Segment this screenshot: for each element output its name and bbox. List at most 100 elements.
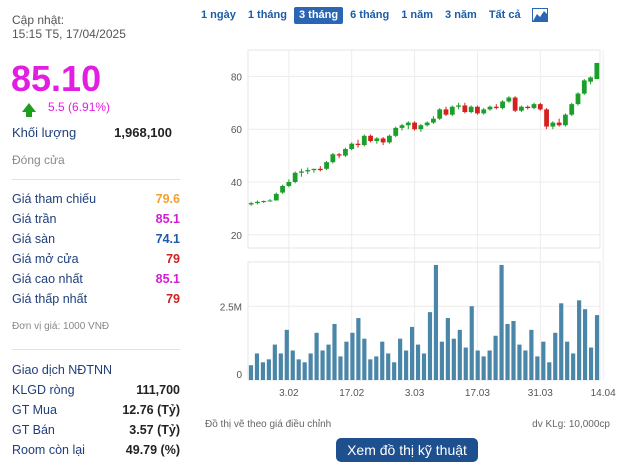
volume-bar [421, 353, 427, 380]
volume-bar [529, 329, 534, 380]
candle-body [581, 80, 587, 94]
volume-bar [409, 326, 415, 380]
change-value: 5.5 (6.91%) [48, 100, 111, 114]
candle-body [267, 200, 273, 202]
price-row: Giá sàn 74.1 [12, 229, 180, 249]
candle-body [418, 125, 424, 130]
candle-body [248, 203, 254, 205]
volume-bar [427, 312, 433, 380]
candle-body [299, 171, 304, 173]
volume-tick-label: 2.5M [220, 302, 242, 313]
candle-body [481, 109, 487, 114]
quote-panel: Cập nhật: 15:15 T5, 17/04/2025 85.10 5.5… [0, 0, 190, 474]
candle-body [544, 109, 549, 127]
x-tick-label: 3.02 [279, 388, 299, 399]
candle-body [349, 143, 355, 149]
tab-3-months[interactable]: 3 tháng [293, 6, 344, 24]
x-tick-label: 17.03 [465, 388, 490, 399]
volume-label: Khối lượng [12, 125, 77, 140]
candle-body [531, 104, 537, 109]
session-status: Đóng cửa [12, 153, 65, 167]
unit-note: Đơn vị giá: 1000 VNĐ [12, 321, 110, 332]
volume-bar [380, 341, 385, 380]
x-tick-label: 31.03 [528, 388, 553, 399]
tab-1-month[interactable]: 1 tháng [247, 8, 287, 21]
volume-bar [350, 332, 355, 380]
foreign-value: 3.57 (Tỷ) [129, 423, 180, 437]
foreign-trading: Giao dịch NĐTNN KLGD ròng 111,700 GT Mua 1… [12, 360, 180, 460]
price-chart: 20 40 60 80 2.5M 0 3.02 17.02 3.03 17.03 31.03 14.0… [220, 49, 616, 399]
volume-bar [404, 350, 409, 380]
volume-bar [547, 362, 552, 380]
update-info: Cập nhật: 15:15 T5, 17/04/2025 [12, 13, 126, 41]
candle-body [305, 170, 311, 172]
volume-bar [278, 353, 283, 380]
candle-body [462, 105, 468, 113]
volume-bar [493, 335, 498, 380]
volume-bar [433, 264, 439, 380]
volume-bar [254, 353, 260, 380]
price-row: Giá mở cửa 79 [12, 249, 180, 269]
price-change: 5.5 (6.91%) [22, 100, 111, 117]
volume-bar [451, 338, 456, 380]
price-row-value: 85.1 [155, 272, 180, 286]
price-row-label: Giá sàn [12, 232, 56, 246]
tab-6-months[interactable]: 6 tháng [350, 8, 390, 21]
y-tick-label: 60 [231, 125, 243, 136]
y-tick-label: 40 [231, 178, 243, 189]
candle-body [449, 106, 455, 115]
area-chart-icon[interactable] [531, 8, 548, 22]
tab-3-years[interactable]: 3 năm [445, 8, 477, 21]
candle-body [399, 125, 405, 128]
technical-chart-button[interactable]: Xem đồ thị kỹ thuật [336, 438, 478, 462]
volume-bar [266, 359, 271, 380]
foreign-row: GT Bán 3.57 (Tỷ) [12, 420, 180, 440]
range-tabs: 1 ngày 1 tháng 3 tháng 6 tháng 1 năm 3 n… [196, 6, 548, 24]
volume-bar [535, 356, 540, 380]
volume-bar [487, 350, 492, 380]
price-list: Giá tham chiếu 79.6 Giá trần 85.1 Giá sàn 7… [12, 189, 180, 309]
up-arrow-icon [22, 102, 36, 117]
foreign-value: 49.79 (%) [125, 443, 180, 457]
tab-1-day[interactable]: 1 ngày [201, 8, 236, 21]
candle-body [456, 105, 461, 107]
candle-body [286, 182, 292, 186]
y-tick-label: 20 [231, 231, 243, 242]
foreign-row: GT Mua 12.76 (Tỷ) [12, 400, 180, 420]
price-row: Giá thấp nhất 79 [12, 289, 180, 309]
volume-bar [588, 347, 594, 380]
divider [12, 179, 180, 180]
volume-bar [326, 344, 331, 380]
volume-unit-note: dv KLg: 10,000cp [532, 419, 610, 430]
candle-body [500, 101, 505, 109]
candle-body [487, 106, 493, 110]
chart-footnote: Đồ thị vẽ theo giá điều chỉnh [205, 419, 332, 430]
price-row-label: Giá trần [12, 212, 57, 226]
price-row-label: Giá mở cửa [12, 252, 79, 266]
x-tick-label: 3.03 [405, 388, 425, 399]
price-row-value: 79 [166, 252, 180, 266]
volume-bar [582, 309, 588, 380]
volume-bar [290, 350, 295, 380]
volume-bar [523, 350, 528, 380]
candle-body [537, 104, 543, 110]
candle-body [273, 193, 279, 201]
price-row-label: Giá thấp nhất [12, 292, 88, 306]
candle-body [468, 106, 474, 113]
divider [12, 349, 180, 350]
candle-body [569, 104, 575, 115]
volume-bar [565, 341, 570, 380]
volume-bar [571, 353, 576, 380]
volume-bar [362, 338, 367, 380]
candle-body [575, 93, 581, 105]
volume-bar [577, 300, 582, 380]
candle-body [475, 106, 480, 114]
volume-bar [445, 318, 450, 380]
foreign-value: 12.76 (Tỷ) [122, 403, 180, 417]
candle-body [393, 127, 399, 136]
volume-row: Khối lượng 1,968,100 [12, 125, 172, 140]
candle-body [292, 172, 298, 182]
tab-1-year[interactable]: 1 năm [401, 8, 434, 21]
tab-all[interactable]: Tất cả [488, 8, 521, 21]
y-tick-label: 80 [231, 72, 243, 83]
